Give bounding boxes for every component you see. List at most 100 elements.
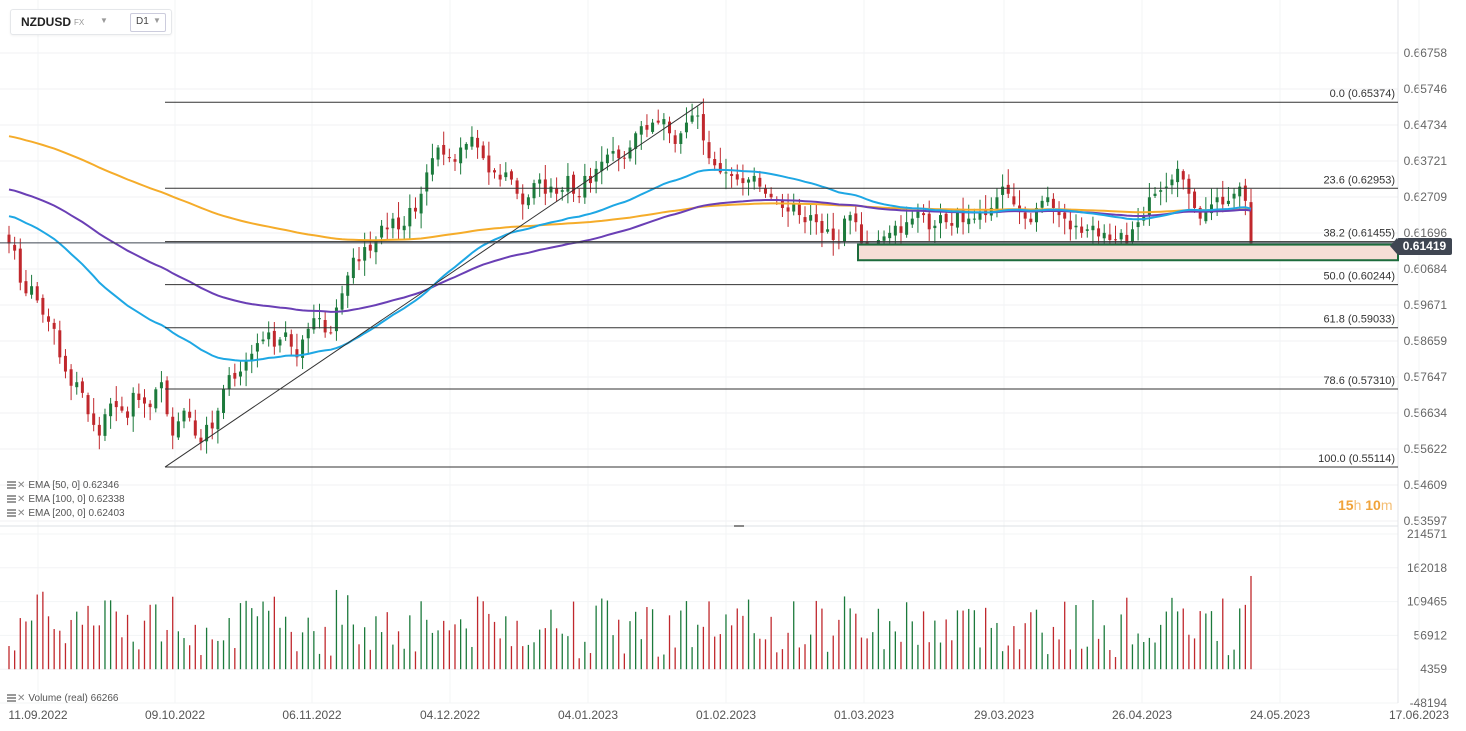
symbol-label[interactable]: NZDUSD: [21, 15, 71, 29]
symbol-selector[interactable]: NZDUSD FX ▼ D1 ▼: [10, 9, 172, 35]
candle-body: [972, 218, 976, 220]
candle-body: [1125, 234, 1129, 244]
candle-body: [1181, 171, 1185, 180]
candle-body: [109, 403, 113, 417]
candle-body: [103, 414, 107, 436]
candle-body: [803, 217, 807, 223]
candle-body: [504, 172, 508, 178]
candle-body: [13, 244, 17, 251]
candle-body: [1204, 211, 1208, 222]
close-icon[interactable]: ✕: [17, 480, 26, 491]
candle-body: [86, 395, 90, 415]
candle-body: [792, 204, 796, 212]
price-axis-label: 0.56634: [1404, 406, 1448, 420]
candle-body: [114, 401, 118, 408]
candle-body: [696, 115, 700, 117]
volume-axis-label: 214571: [1407, 527, 1447, 541]
candle-body: [843, 218, 847, 242]
candle-body: [826, 229, 830, 232]
candle-body: [261, 339, 265, 342]
candle-body: [470, 136, 474, 147]
candle-body: [408, 207, 412, 227]
candle-body: [346, 275, 350, 296]
candle-body: [724, 172, 728, 174]
close-icon[interactable]: ✕: [17, 693, 26, 704]
candle-body: [854, 213, 858, 223]
candle-body: [159, 382, 163, 389]
candle-body: [41, 297, 45, 315]
fib-level-label: 38.2 (0.61455): [1323, 228, 1395, 240]
candle-body: [1085, 229, 1089, 231]
candle-body: [611, 151, 615, 154]
candle-body: [329, 332, 333, 334]
candle-body: [521, 193, 525, 205]
drag-handle-icon[interactable]: [7, 694, 16, 703]
candle-body: [1147, 197, 1151, 216]
candle-body: [148, 403, 152, 408]
fib-level-label: 23.6 (0.62953): [1323, 174, 1395, 186]
candle-body: [662, 119, 666, 125]
drag-handle-icon[interactable]: [7, 495, 16, 504]
date-axis-label: 11.09.2022: [8, 708, 67, 722]
date-axis-label: 26.04.2023: [1112, 708, 1172, 722]
candle-body: [1159, 190, 1163, 192]
candle-body: [1034, 207, 1038, 223]
candle-body: [92, 413, 96, 425]
price-axis-label: 0.53597: [1404, 514, 1448, 528]
candle-body: [1238, 186, 1242, 197]
candle-body: [233, 372, 237, 379]
candle-body: [442, 144, 446, 155]
candle-body: [80, 381, 84, 393]
candle-body: [1080, 226, 1084, 233]
candle-body: [933, 225, 937, 229]
candle-body: [30, 286, 34, 295]
candle-body: [820, 221, 824, 233]
drag-handle-icon[interactable]: [7, 509, 16, 518]
indicator-volume[interactable]: ✕ Volume (real) 66266: [7, 692, 118, 706]
indicator-label: EMA [50, 0]: [28, 480, 81, 491]
candle-body: [142, 397, 146, 404]
candle-body: [955, 211, 959, 228]
candle-body: [35, 286, 39, 301]
drag-handle-icon[interactable]: [7, 481, 16, 490]
timeframe-value: D1: [136, 16, 149, 27]
indicator-ema100[interactable]: ✕ EMA [100, 0] 0.62338: [7, 493, 125, 507]
timeframe-select[interactable]: D1 ▼: [130, 13, 166, 32]
fib-level-label: 0.0 (0.65374): [1330, 88, 1395, 100]
date-axis-label: 17.06.2023: [1389, 708, 1449, 722]
price-axis-label: 0.65746: [1404, 82, 1448, 96]
price-axis-label: 0.54609: [1404, 478, 1448, 492]
candle-body: [690, 115, 694, 122]
fib-level-label: 100.0 (0.55114): [1318, 453, 1395, 465]
candle-body: [154, 389, 158, 409]
candle-body: [718, 163, 722, 173]
support-zone: [857, 243, 1399, 262]
candle-body: [238, 371, 242, 377]
candle-body: [560, 190, 564, 192]
candle-body: [1051, 198, 1055, 208]
candle-body: [893, 225, 897, 236]
candle-body: [272, 330, 276, 347]
candle-body: [137, 393, 141, 400]
indicator-ema200[interactable]: ✕ EMA [200, 0] 0.62403: [7, 507, 125, 521]
chevron-down-icon[interactable]: ▼: [100, 16, 108, 25]
candle-body: [752, 175, 756, 182]
candle-body: [526, 197, 530, 206]
candle-body: [882, 236, 886, 241]
candle-body: [707, 142, 711, 159]
candle-body: [340, 293, 344, 310]
close-icon[interactable]: ✕: [17, 508, 26, 519]
close-icon[interactable]: ✕: [17, 494, 26, 505]
candle-body: [831, 228, 835, 240]
candle-body: [763, 188, 767, 194]
price-axis-label: 0.55622: [1404, 442, 1448, 456]
candle-body: [374, 239, 378, 253]
candle-body: [1170, 179, 1174, 186]
candle-body: [52, 322, 56, 329]
candle-body: [24, 281, 28, 294]
candle-body: [978, 211, 982, 220]
candle-body: [1215, 197, 1219, 203]
candle-body: [577, 196, 581, 198]
indicator-ema50[interactable]: ✕ EMA [50, 0] 0.62346: [7, 479, 119, 493]
